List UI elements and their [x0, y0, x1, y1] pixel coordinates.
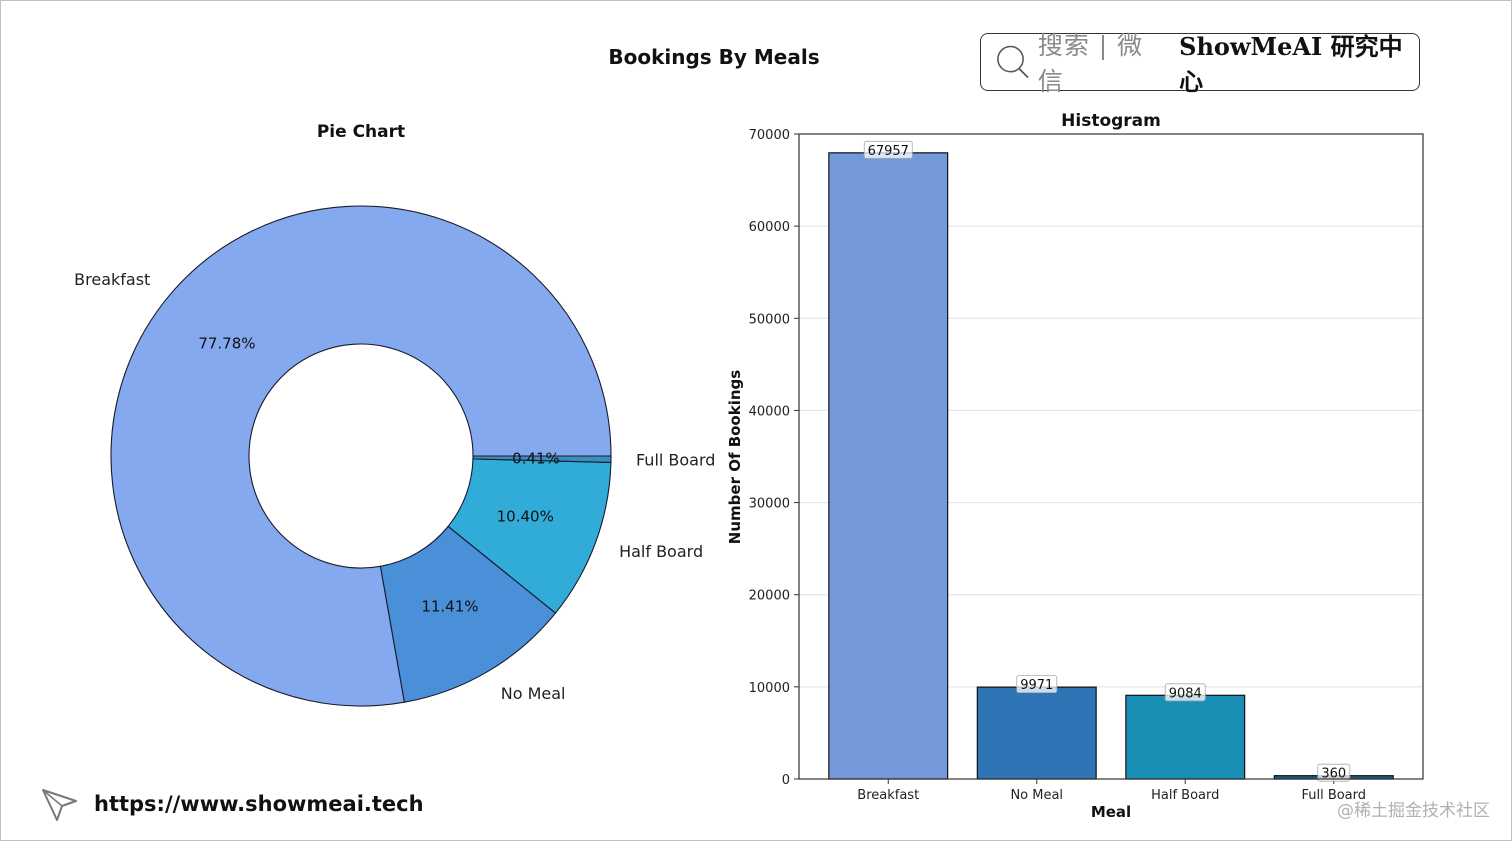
pie-slice-full-board: [472, 455, 612, 464]
x-tick-label-breakfast: Breakfast: [857, 788, 919, 803]
y-tick-label: 20000: [749, 589, 790, 604]
footer-url[interactable]: https://www.showmeai.tech: [40, 784, 424, 824]
y-tick-label: 0: [782, 773, 790, 788]
data-label-half-board: 9084: [1169, 686, 1202, 701]
brand-name: ShowMeAI 研究中心: [1179, 32, 1403, 96]
data-label-box: [1016, 675, 1058, 694]
pie-pct-full-board: 0.41%: [512, 449, 560, 467]
search-icon: [997, 45, 1029, 79]
y-tick-label: 50000: [749, 312, 790, 327]
x-axis-label: Meal: [1091, 803, 1131, 821]
watermark: @稀土掘金技术社区: [1337, 801, 1490, 821]
data-label-breakfast: 67957: [868, 144, 909, 159]
bar-breakfast: [828, 152, 949, 780]
bar-no-meal: [976, 686, 1097, 780]
pie-label-no-meal: No Meal: [501, 684, 566, 703]
data-label-full-board: 360: [1321, 767, 1346, 782]
pie-pct-breakfast: 77.78%: [198, 335, 255, 353]
y-tick-label: 30000: [749, 497, 790, 512]
y-tick-label: 10000: [749, 681, 790, 696]
x-tick-label-no-meal: No Meal: [1010, 788, 1063, 803]
data-label-box: [1164, 683, 1206, 702]
pie-chart: Pie Chart Breakfast 77.78% No Meal 11.41% Ha…: [74, 122, 715, 707]
y-tick-label: 70000: [749, 128, 790, 143]
bar-chart: Histogram 0 10000 20000 30000 40000 50000 6000…: [726, 111, 1424, 821]
pie-label-full-board: Full Board: [636, 451, 715, 470]
data-label-box: [1317, 763, 1351, 782]
brand-search-text: 搜索 | 微信: [1037, 31, 1144, 96]
cursor-icon: [42, 789, 77, 821]
figure-title: Bookings By Meals: [608, 45, 819, 69]
y-tick-label: 60000: [749, 220, 790, 235]
bar-half-board: [1125, 694, 1246, 780]
data-label-box: [863, 140, 913, 159]
brand-search-box[interactable]: 搜索 | 微信 ShowMeAI 研究中心: [980, 31, 1420, 96]
plot-area-border: [798, 133, 1424, 780]
pie-slice-breakfast: [110, 205, 612, 707]
x-tick-label-full-board: Full Board: [1301, 788, 1366, 803]
y-tick-label: 40000: [749, 404, 790, 419]
url-text[interactable]: https://www.showmeai.tech: [94, 792, 424, 816]
x-tick-label-half-board: Half Board: [1151, 788, 1219, 803]
y-axis-label: Number Of Bookings: [726, 370, 744, 544]
pie-pct-no-meal: 11.41%: [421, 598, 478, 616]
pie-pct-half-board: 10.40%: [497, 507, 554, 525]
data-label-no-meal: 9971: [1020, 678, 1053, 693]
histogram-title: Histogram: [1061, 111, 1161, 131]
pie-label-half-board: Half Board: [619, 542, 703, 561]
pie-label-breakfast: Breakfast: [74, 270, 150, 289]
pie-title: Pie Chart: [317, 122, 405, 142]
